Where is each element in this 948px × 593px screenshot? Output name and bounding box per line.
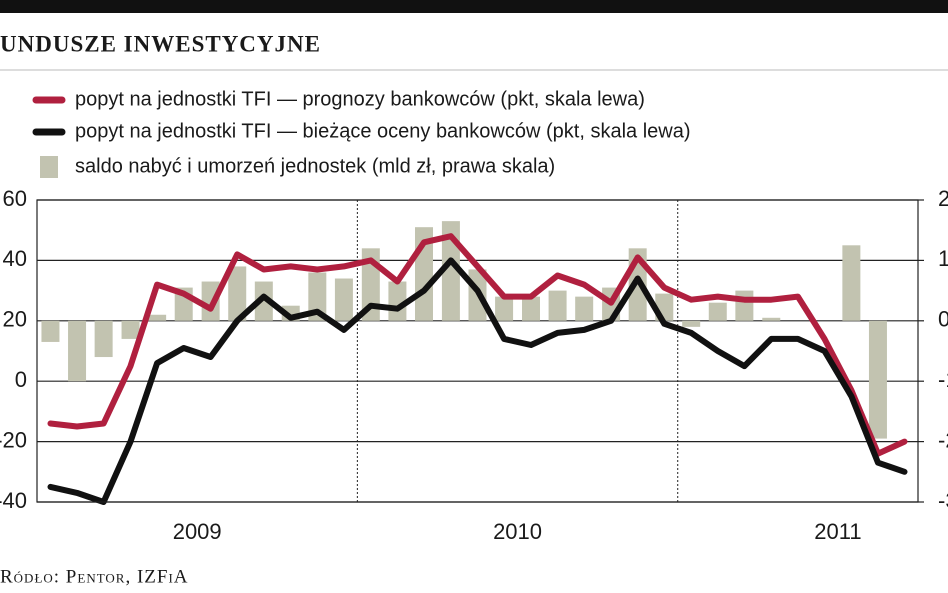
bar	[575, 296, 594, 321]
y2-tick-label: -3	[938, 488, 948, 513]
legend-swatch	[40, 156, 58, 178]
bar	[495, 296, 514, 321]
y2-tick-label: -2	[938, 427, 948, 452]
y2-tick-label: -1	[938, 367, 948, 392]
bar	[68, 320, 87, 382]
y-tick-label: -20	[0, 427, 27, 452]
legend-label: popyt na jednostki TFI — bieżące oceny b…	[75, 120, 691, 142]
y-tick-label: 40	[3, 246, 27, 271]
bar	[441, 221, 460, 321]
bar	[228, 266, 247, 321]
y2-tick-label: 2	[938, 186, 948, 211]
x-tick-label: 2010	[493, 519, 542, 544]
bar	[735, 290, 754, 321]
y2-tick-label: 1	[938, 246, 948, 271]
x-tick-label: 2009	[173, 519, 222, 544]
y-tick-label: 0	[15, 367, 27, 392]
source: Ródło: Pentor, IZFiA	[0, 566, 189, 587]
y-tick-label: 60	[3, 186, 27, 211]
y-tick-label: 20	[3, 307, 27, 332]
bar	[868, 320, 887, 439]
bar	[148, 314, 167, 321]
bar	[708, 302, 727, 321]
line	[47, 233, 908, 457]
bar	[201, 281, 220, 321]
y2-tick-label: 0	[938, 307, 948, 332]
bar	[842, 245, 861, 321]
bar	[548, 290, 567, 321]
y-tick-label: -40	[0, 488, 27, 513]
bar	[308, 272, 327, 321]
legend-label: popyt na jednostki TFI — prognozy bankow…	[75, 88, 645, 110]
x-tick-label: 2011	[814, 519, 861, 544]
chart-title: UNDUSZE INWESTYCYJNE	[0, 31, 321, 56]
bar	[334, 278, 353, 321]
bar	[682, 320, 701, 327]
plot-frame	[36, 199, 919, 503]
line	[47, 257, 908, 505]
bar	[254, 281, 273, 321]
bar	[94, 320, 113, 358]
bar	[41, 320, 60, 342]
bar	[762, 317, 781, 321]
legend-label: saldo nabyć i umorzeń jednostek (mld zł,…	[75, 155, 555, 177]
bar	[121, 320, 140, 339]
bar	[522, 296, 541, 321]
top-bar	[0, 0, 948, 13]
